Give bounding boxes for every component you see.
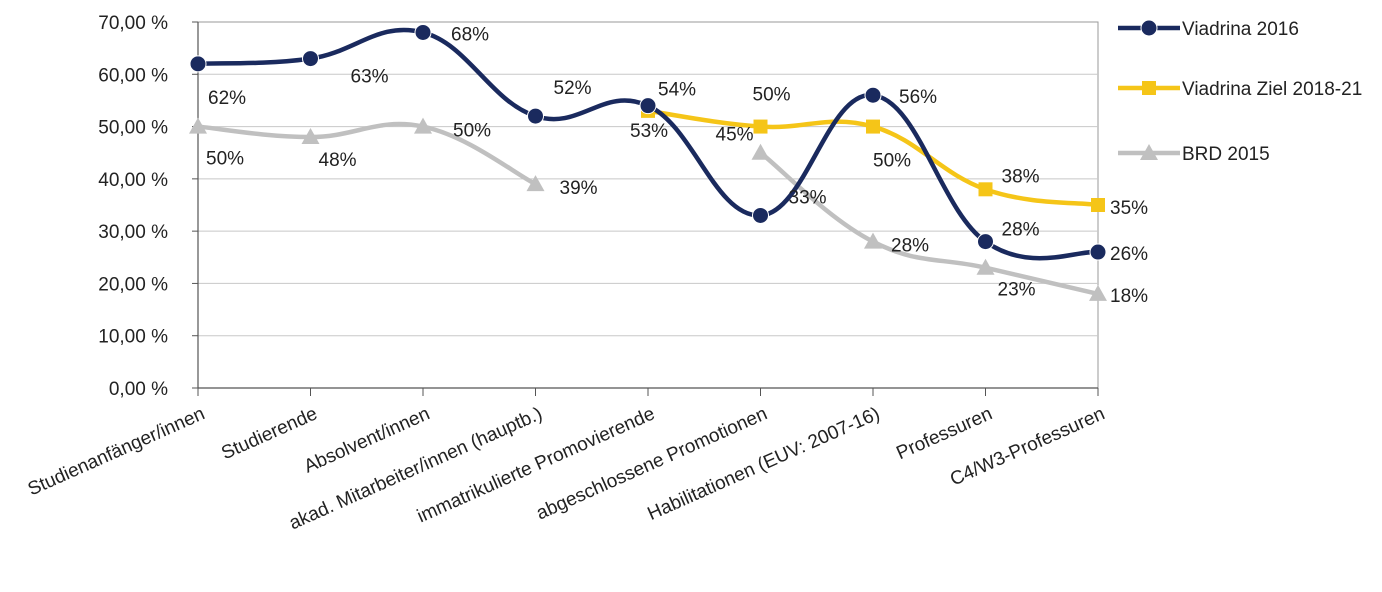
y-tick-label: 10,00 % xyxy=(98,327,168,348)
legend-marker xyxy=(1140,19,1158,37)
series-line xyxy=(758,150,1101,297)
data-label: 38% xyxy=(1002,166,1040,187)
x-axis: Studienanfänger/innen StudierendeAbsolven… xyxy=(25,387,1108,534)
data-label: 53% xyxy=(630,121,668,142)
data-point xyxy=(751,143,770,160)
data-point xyxy=(639,97,657,115)
data-label: 28% xyxy=(891,236,929,257)
x-tick-label: Studienanfänger/innen xyxy=(25,403,208,500)
data-label: 45% xyxy=(716,125,754,146)
x-tick-label: Professuren xyxy=(893,403,995,464)
data-point xyxy=(752,206,769,224)
series-1 xyxy=(641,103,1105,212)
legend-item-0: Viadrina 2016 xyxy=(1118,19,1299,40)
data-point xyxy=(753,119,768,134)
data-point xyxy=(866,119,880,134)
legend-label: Viadrina Ziel 2018-21 xyxy=(1182,79,1362,100)
data-label: 23% xyxy=(998,280,1036,301)
plot-frame xyxy=(197,21,1099,389)
data-label: 50% xyxy=(873,151,911,172)
data-point xyxy=(978,182,993,197)
data-point xyxy=(1091,198,1105,212)
data-label: 26% xyxy=(1110,244,1148,265)
series-lines xyxy=(189,23,1107,301)
data-point xyxy=(526,175,545,192)
grid xyxy=(197,21,1099,389)
y-tick-label: 0,00 % xyxy=(109,379,168,400)
series-0 xyxy=(189,23,1107,261)
data-label: 50% xyxy=(453,121,491,142)
data-point xyxy=(977,233,994,251)
x-tick-label: Studierende xyxy=(218,403,320,464)
data-point xyxy=(189,55,207,73)
data-label: 52% xyxy=(554,78,592,99)
legend-item-1: Viadrina Ziel 2018-21 xyxy=(1118,79,1362,100)
y-axis: 0,00 % 10,00 % 20,00 % 30,00 % 40,00 % 50,00 … xyxy=(98,13,199,400)
series-2 xyxy=(189,117,1107,301)
data-label: 39% xyxy=(560,178,598,199)
data-label: 50% xyxy=(753,85,791,106)
series-line xyxy=(195,121,538,187)
data-labels: 62% 63% 68% 52% 54% 33% 56% 28% 26% 53% 50% 50% 38% 3… xyxy=(206,24,1148,306)
data-label: 33% xyxy=(789,187,827,208)
data-label: 18% xyxy=(1110,286,1148,307)
y-tick-label: 30,00 % xyxy=(98,222,168,243)
y-tick-label: 50,00 % xyxy=(98,118,168,139)
data-label: 48% xyxy=(319,150,357,171)
data-point xyxy=(976,258,995,275)
legend-label: Viadrina 2016 xyxy=(1182,19,1299,40)
legend-label: BRD 2015 xyxy=(1182,144,1270,165)
legend-marker xyxy=(1140,144,1158,160)
data-point xyxy=(527,107,544,125)
data-point xyxy=(302,50,319,68)
y-tick-label: 60,00 % xyxy=(98,65,168,86)
data-point xyxy=(1089,284,1107,301)
data-point xyxy=(864,86,882,104)
data-point xyxy=(414,117,432,134)
y-tick-label: 40,00 % xyxy=(98,170,168,191)
data-point xyxy=(864,232,882,249)
data-point xyxy=(414,23,432,41)
data-label: 63% xyxy=(351,67,389,88)
data-label: 68% xyxy=(451,24,489,45)
data-label: 54% xyxy=(658,80,696,101)
data-label: 62% xyxy=(208,88,246,109)
data-label: 56% xyxy=(899,87,937,108)
data-label: 35% xyxy=(1110,198,1148,219)
legend-item-2: BRD 2015 xyxy=(1118,144,1270,165)
legend-marker xyxy=(1142,81,1156,95)
data-point xyxy=(1089,243,1107,261)
y-tick-label: 20,00 % xyxy=(98,274,168,295)
data-label: 28% xyxy=(1002,220,1040,241)
y-tick-label: 70,00 % xyxy=(98,13,168,34)
data-point xyxy=(301,128,320,145)
series-line xyxy=(195,27,1101,261)
legend: Viadrina 2016 Viadrina Ziel 2018-21 BRD 20… xyxy=(1118,19,1362,165)
data-label: 50% xyxy=(206,149,244,170)
data-point xyxy=(189,117,207,134)
